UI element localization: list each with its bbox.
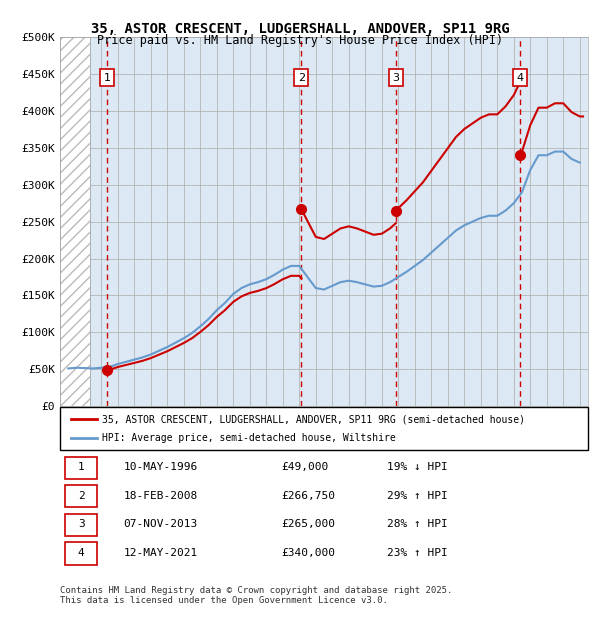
Text: 1: 1 [78,462,85,472]
Text: Price paid vs. HM Land Registry's House Price Index (HPI): Price paid vs. HM Land Registry's House … [97,34,503,47]
Text: 35, ASTOR CRESCENT, LUDGERSHALL, ANDOVER, SP11 9RG: 35, ASTOR CRESCENT, LUDGERSHALL, ANDOVER… [91,22,509,36]
Text: 23% ↑ HPI: 23% ↑ HPI [388,548,448,558]
Text: 4: 4 [516,73,523,83]
Text: 07-NOV-2013: 07-NOV-2013 [124,519,197,529]
Text: 12-MAY-2021: 12-MAY-2021 [124,548,197,558]
Text: Contains HM Land Registry data © Crown copyright and database right 2025.
This d: Contains HM Land Registry data © Crown c… [60,586,452,605]
FancyBboxPatch shape [65,485,97,507]
Text: HPI: Average price, semi-detached house, Wiltshire: HPI: Average price, semi-detached house,… [102,433,396,443]
Bar [60,37,89,406]
Text: 2: 2 [78,490,85,500]
Text: 10-MAY-1996: 10-MAY-1996 [124,462,197,472]
FancyBboxPatch shape [65,542,97,565]
Text: 4: 4 [78,548,85,558]
FancyBboxPatch shape [60,407,588,450]
Text: 18-FEB-2008: 18-FEB-2008 [124,490,197,500]
Bar [60,37,89,406]
Text: 1: 1 [104,73,110,83]
Text: 3: 3 [392,73,399,83]
Text: £49,000: £49,000 [282,462,329,472]
Text: 28% ↑ HPI: 28% ↑ HPI [388,519,448,529]
Text: 29% ↑ HPI: 29% ↑ HPI [388,490,448,500]
Text: 2: 2 [298,73,305,83]
Text: 35, ASTOR CRESCENT, LUDGERSHALL, ANDOVER, SP11 9RG (semi-detached house): 35, ASTOR CRESCENT, LUDGERSHALL, ANDOVER… [102,414,525,424]
Text: £265,000: £265,000 [282,519,336,529]
FancyBboxPatch shape [65,514,97,536]
Text: £266,750: £266,750 [282,490,336,500]
Text: £340,000: £340,000 [282,548,336,558]
FancyBboxPatch shape [65,456,97,479]
Text: 3: 3 [78,519,85,529]
Text: 19% ↓ HPI: 19% ↓ HPI [388,462,448,472]
